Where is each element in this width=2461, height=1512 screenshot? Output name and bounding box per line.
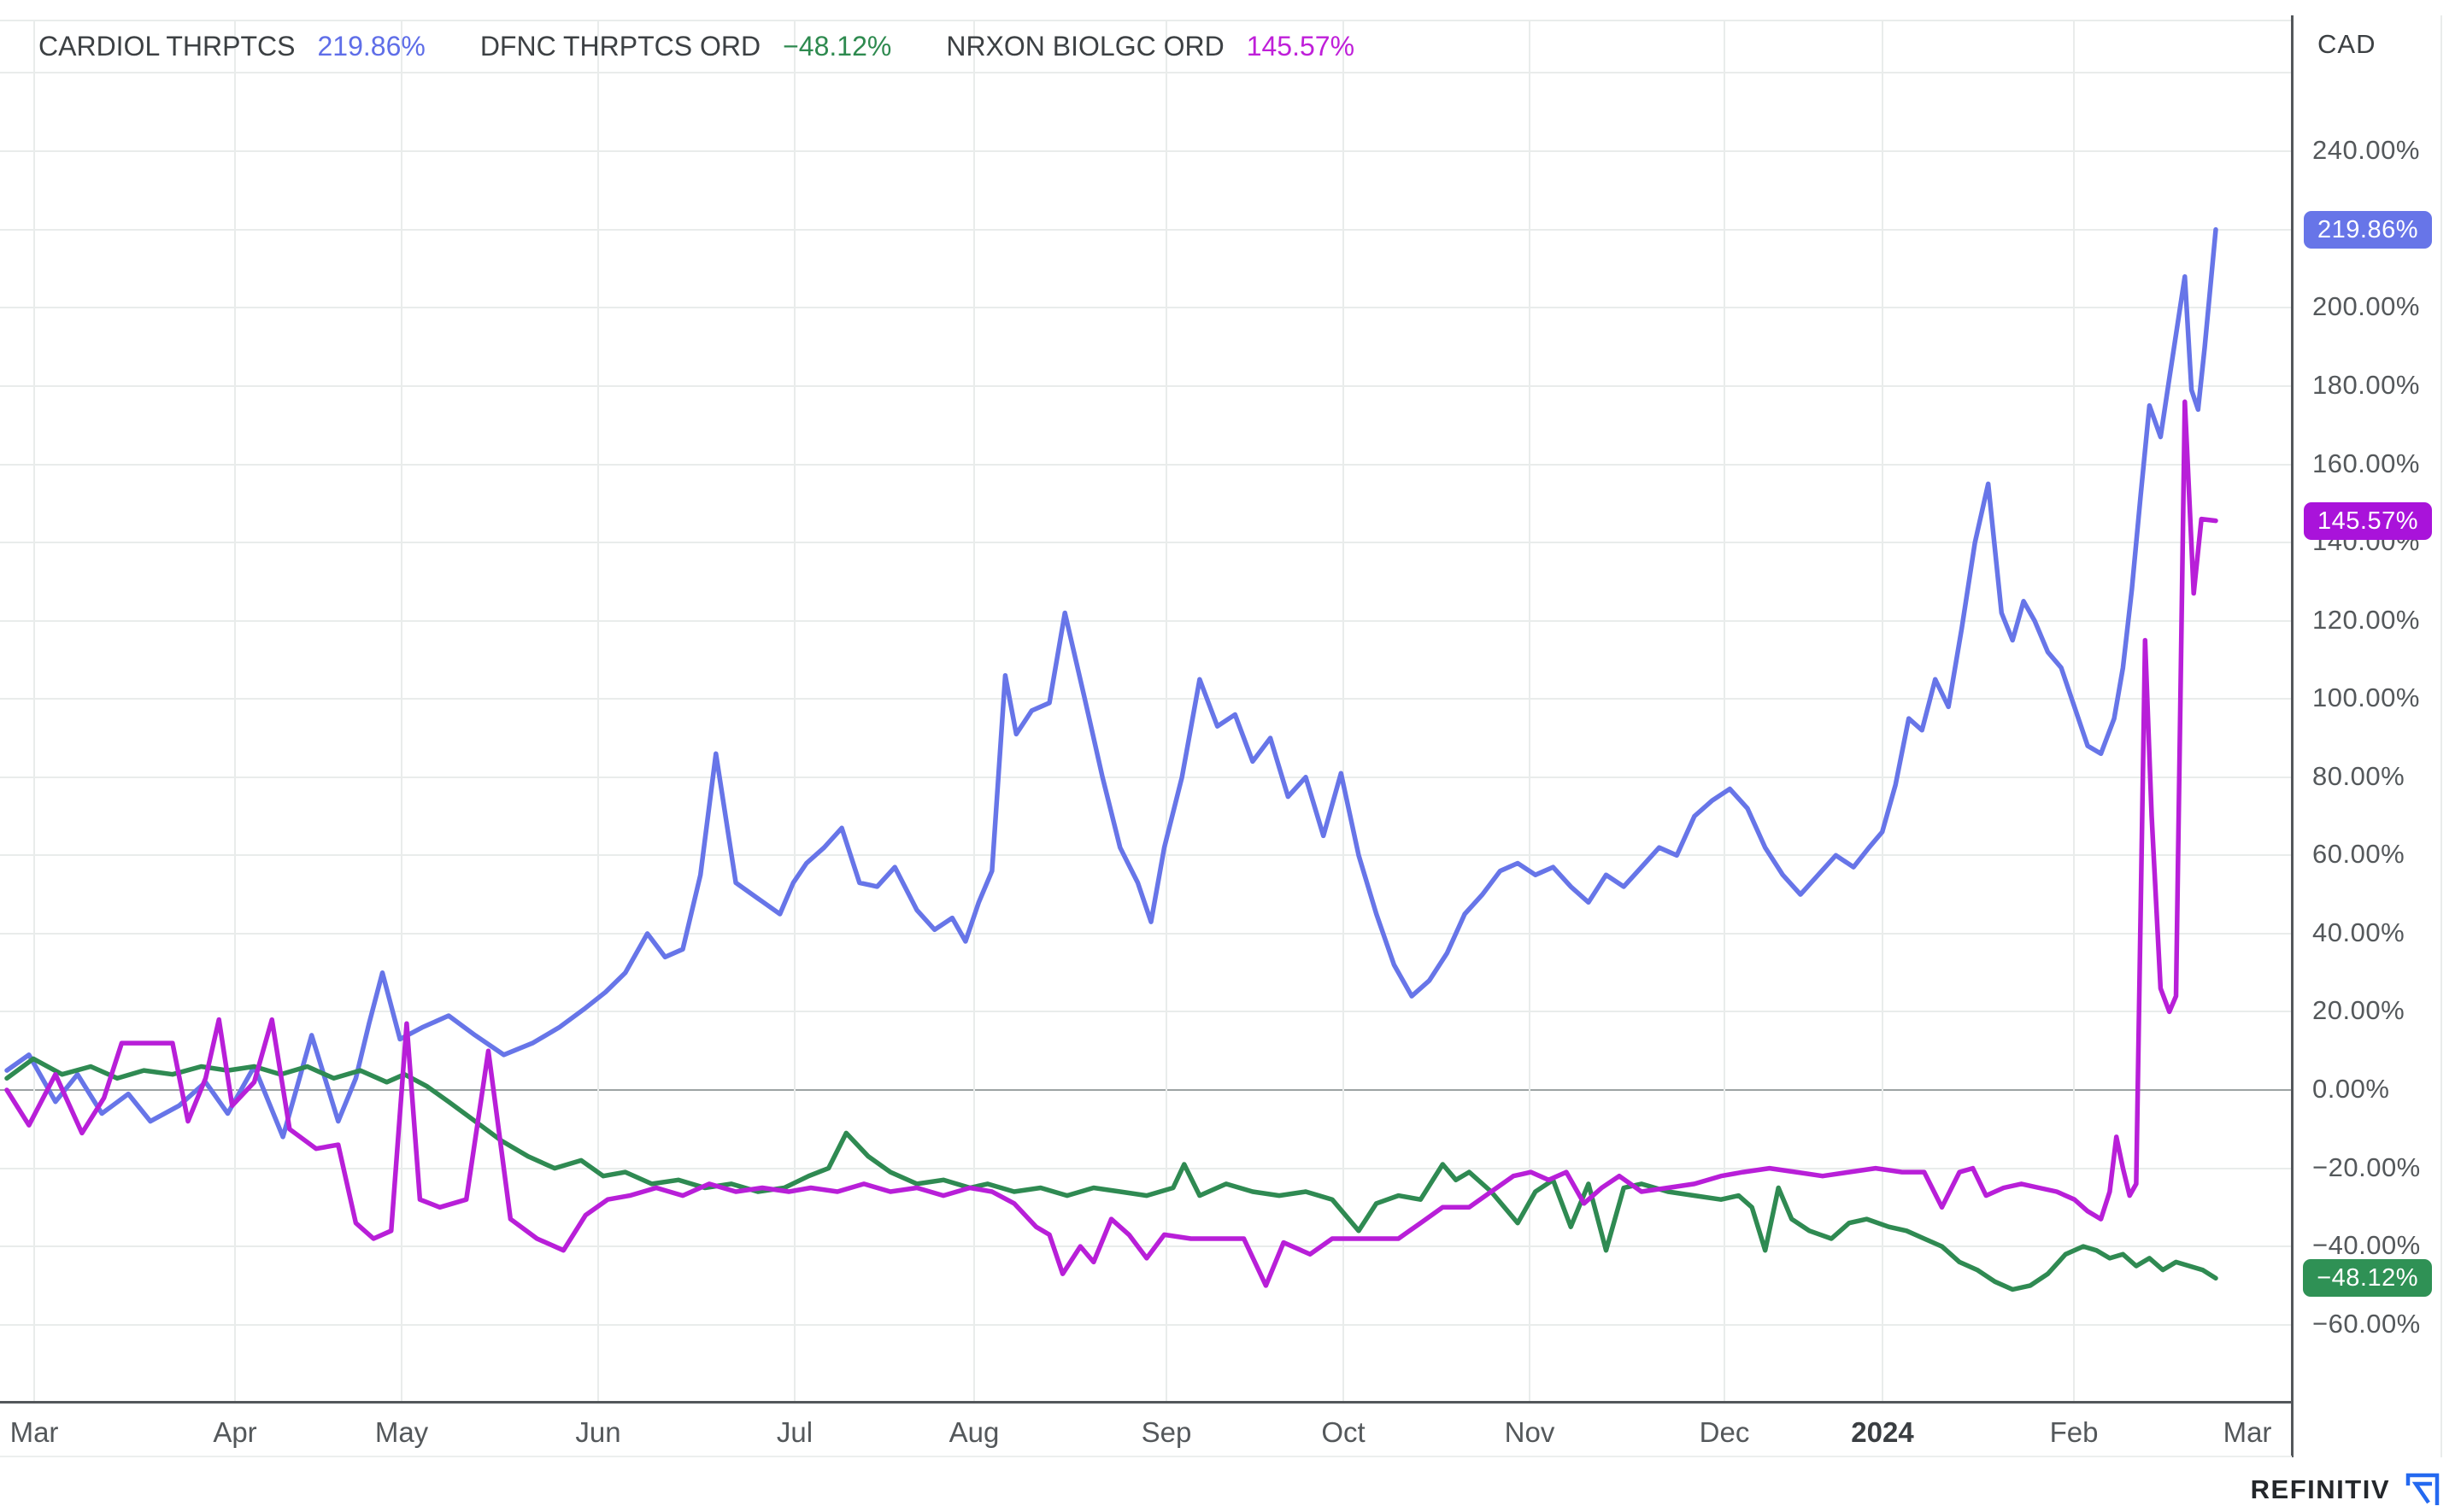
v-gridline <box>33 21 35 1402</box>
legend-series-name: NRXON BIOLGC ORD <box>946 31 1225 62</box>
price-badge: 145.57% <box>2304 501 2432 540</box>
legend-item-nrxon-biolgc-ord[interactable]: NRXON BIOLGC ORD 145.57% <box>946 31 1354 62</box>
y-axis-gutter-line <box>2440 15 2442 1457</box>
line-series-dfnc-thrptcs-ord[interactable] <box>4 1056 2218 1292</box>
v-gridline <box>401 21 402 1402</box>
x-tick-label: Dec <box>1699 1416 1750 1448</box>
h-gridline <box>0 463 2292 466</box>
x-tick-label: Feb <box>2049 1416 2099 1448</box>
y-tick-label: −40.00% <box>2312 1230 2421 1261</box>
v-gridline <box>794 21 796 1402</box>
x-tick-label: Jul <box>776 1416 813 1448</box>
h-gridline <box>0 150 2292 153</box>
y-tick-label: 160.00% <box>2312 448 2420 478</box>
zero-gridline <box>0 1089 2292 1091</box>
v-gridline <box>1529 21 1530 1402</box>
h-gridline <box>0 20 2292 21</box>
h-gridline <box>0 72 2292 73</box>
x-tick-label: Jun <box>575 1416 621 1448</box>
x-tick-label: Nov <box>1504 1416 1555 1448</box>
refinitiv-wordmark: REFINITIV <box>2250 1474 2390 1504</box>
x-axis-label-row-line <box>0 1456 2292 1457</box>
legend-series-value: −48.12% <box>783 31 892 62</box>
v-gridline <box>973 21 975 1402</box>
h-gridline <box>0 307 2292 309</box>
h-gridline <box>0 1245 2292 1248</box>
y-tick-label: 240.00% <box>2312 135 2420 166</box>
x-axis-line <box>0 1401 2292 1404</box>
h-gridline <box>0 384 2292 387</box>
x-tick-label: 2024 <box>1851 1416 1914 1448</box>
y-tick-label: 20.00% <box>2312 995 2405 1026</box>
currency-label: CAD <box>2317 29 2376 59</box>
y-tick-label: −20.00% <box>2312 1152 2421 1182</box>
h-gridline <box>0 698 2292 700</box>
y-tick-label: 0.00% <box>2312 1074 2390 1104</box>
y-tick-label: −60.00% <box>2312 1308 2421 1339</box>
line-series-cardiol-thrptcs[interactable] <box>4 227 2218 1140</box>
x-tick-label: Apr <box>213 1416 257 1448</box>
y-tick-label: 120.00% <box>2312 604 2420 635</box>
v-gridline <box>597 21 599 1402</box>
price-badge: −48.12% <box>2303 1259 2432 1298</box>
h-gridline <box>0 1167 2292 1169</box>
legend-series-name: CARDIOL THRPTCS <box>38 31 296 62</box>
x-tick-label: Oct <box>1321 1416 1366 1448</box>
h-gridline <box>0 1323 2292 1326</box>
branding: REFINITIV <box>2251 1471 2441 1509</box>
h-gridline <box>0 228 2292 231</box>
h-gridline <box>0 932 2292 935</box>
x-tick-label: Sep <box>1141 1416 1192 1448</box>
y-tick-label: 80.00% <box>2312 760 2405 791</box>
h-gridline <box>0 542 2292 544</box>
legend-series-value: 145.57% <box>1246 31 1355 62</box>
y-tick-label: 180.00% <box>2312 369 2420 400</box>
legend-item-dfnc-thrptcs-ord[interactable]: DFNC THRPTCS ORD −48.12% <box>480 31 892 62</box>
v-gridline <box>234 21 236 1402</box>
h-gridline <box>0 776 2292 778</box>
line-series-nrxon-biolgc-ord[interactable] <box>4 399 2218 1288</box>
y-tick-label: 60.00% <box>2312 839 2405 870</box>
y-tick-label: 40.00% <box>2312 917 2405 947</box>
v-gridline <box>1342 21 1344 1402</box>
h-gridline <box>0 1011 2292 1013</box>
x-tick-label: Mar <box>2223 1416 2272 1448</box>
legend-item-cardiol-thrptcs[interactable]: CARDIOL THRPTCS 219.86% <box>38 31 426 62</box>
y-tick-label: 200.00% <box>2312 291 2420 322</box>
legend-series-value: 219.86% <box>317 31 426 62</box>
legend-series-name: DFNC THRPTCS ORD <box>479 31 761 62</box>
v-gridline <box>1724 21 1725 1402</box>
h-gridline <box>0 854 2292 857</box>
v-gridline <box>1882 21 1883 1402</box>
x-tick-label: May <box>374 1416 429 1448</box>
refinitiv-logo-icon <box>2405 1473 2440 1505</box>
h-gridline <box>0 619 2292 622</box>
y-axis-line <box>2291 15 2294 1457</box>
x-tick-label: Aug <box>949 1416 1000 1448</box>
price-badge: 219.86% <box>2304 211 2432 249</box>
chart-legend: CARDIOL THRPTCS 219.86% DFNC THRPTCS ORD −4… <box>38 21 1409 73</box>
x-tick-label: Mar <box>9 1416 59 1448</box>
v-gridline <box>1166 21 1167 1402</box>
y-tick-label: 100.00% <box>2312 683 2420 713</box>
